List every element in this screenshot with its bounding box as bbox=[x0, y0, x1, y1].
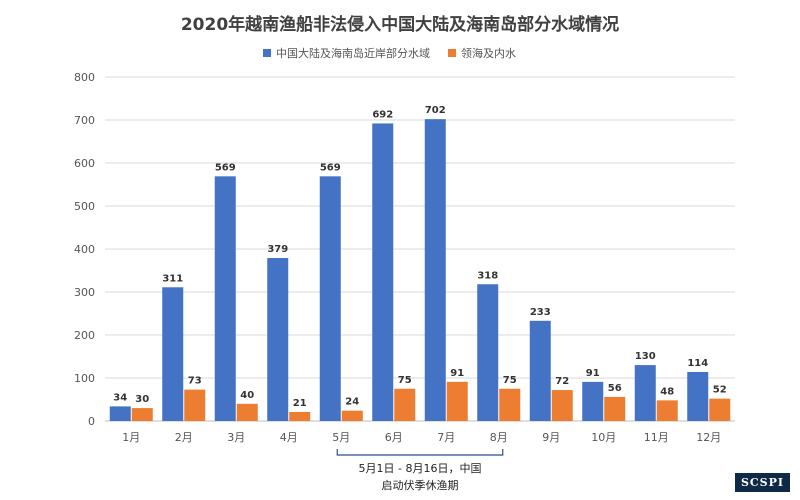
data-label: 40 bbox=[240, 390, 254, 401]
fishing-ban-annotation: 5月1日 - 8月16日，中国 启动伏季休渔期 bbox=[336, 449, 504, 492]
x-tick-label: 10月 bbox=[591, 431, 616, 444]
data-label: 21 bbox=[293, 398, 307, 409]
y-tick-label: 0 bbox=[88, 415, 95, 428]
legend-label: 领海及内水 bbox=[461, 46, 516, 60]
x-tick-label: 6月 bbox=[385, 431, 403, 444]
gridlines bbox=[105, 76, 735, 422]
bar-territorial-waters bbox=[131, 408, 153, 421]
annotation-line-1: 5月1日 - 8月16日，中国 bbox=[359, 462, 482, 475]
bar-territorial-waters bbox=[604, 396, 626, 421]
bar-territorial-waters bbox=[341, 410, 363, 421]
y-tick-label: 800 bbox=[74, 71, 95, 84]
data-label: 379 bbox=[267, 244, 288, 255]
bar-coastal-waters bbox=[267, 258, 289, 421]
x-tick-label: 11月 bbox=[644, 431, 669, 444]
data-label: 130 bbox=[635, 351, 656, 362]
data-label: 52 bbox=[713, 385, 727, 396]
x-tick-label: 1月 bbox=[122, 431, 140, 444]
x-tick-label: 9月 bbox=[542, 431, 560, 444]
data-label: 34 bbox=[113, 392, 127, 403]
scspi-logo: SCSPI bbox=[734, 473, 790, 492]
y-tick-label: 200 bbox=[74, 329, 95, 342]
data-label: 311 bbox=[162, 273, 183, 284]
bar-territorial-waters bbox=[394, 388, 416, 421]
y-tick-label: 500 bbox=[74, 200, 95, 213]
data-label: 91 bbox=[450, 368, 464, 379]
annotation-line-2: 启动伏季休渔期 bbox=[382, 478, 459, 492]
data-label: 56 bbox=[608, 383, 622, 394]
bar-coastal-waters bbox=[424, 119, 446, 421]
bar-territorial-waters bbox=[709, 398, 731, 421]
bar-coastal-waters bbox=[214, 176, 236, 421]
x-tick-label: 3月 bbox=[227, 431, 245, 444]
data-label: 73 bbox=[188, 376, 202, 387]
data-label: 702 bbox=[425, 105, 446, 116]
data-label: 72 bbox=[555, 376, 569, 387]
bar-territorial-waters bbox=[446, 381, 468, 421]
bar-territorial-waters bbox=[184, 389, 206, 421]
legend-swatch bbox=[448, 49, 456, 57]
data-label: 569 bbox=[215, 162, 236, 173]
x-tick-label: 12月 bbox=[696, 431, 721, 444]
bar-territorial-waters bbox=[499, 388, 521, 421]
data-label: 24 bbox=[345, 397, 359, 408]
y-tick-label: 400 bbox=[74, 243, 95, 256]
bars: 34 30 311 73 569 40 379 21 569 24 692 75 702 91 318 75 2… bbox=[109, 105, 731, 421]
bar-coastal-waters bbox=[687, 371, 709, 421]
x-tick-label: 5月 bbox=[332, 431, 350, 444]
legend-swatch bbox=[263, 49, 271, 57]
x-tick-label: 8月 bbox=[490, 431, 508, 444]
data-label: 48 bbox=[660, 386, 674, 397]
data-label: 75 bbox=[503, 375, 517, 386]
bar-coastal-waters bbox=[109, 406, 131, 421]
bar-coastal-waters bbox=[372, 123, 394, 421]
legend: 中国大陆及海南岛近岸部分水域 领海及内水 bbox=[263, 46, 516, 60]
data-label: 75 bbox=[398, 375, 412, 386]
legend-label: 中国大陆及海南岛近岸部分水域 bbox=[276, 46, 430, 60]
x-tick-label: 4月 bbox=[280, 431, 298, 444]
y-tick-label: 300 bbox=[74, 286, 95, 299]
bar-coastal-waters bbox=[529, 320, 551, 421]
data-label: 692 bbox=[372, 109, 393, 120]
bar-coastal-waters bbox=[319, 176, 341, 421]
y-tick-label: 700 bbox=[74, 114, 95, 127]
bar-coastal-waters bbox=[634, 365, 656, 421]
annotation-bracket bbox=[336, 449, 504, 456]
bar-coastal-waters bbox=[582, 381, 604, 421]
data-label: 30 bbox=[135, 394, 149, 405]
bar-territorial-waters bbox=[236, 403, 258, 421]
bar-coastal-waters bbox=[162, 287, 184, 421]
x-tick-label: 2月 bbox=[175, 431, 193, 444]
data-label: 114 bbox=[687, 358, 708, 369]
y-axis: 0 100 200 300 400 500 600 700 800 bbox=[74, 71, 95, 428]
bar-coastal-waters bbox=[477, 284, 499, 421]
chart-title: 2020年越南渔船非法侵入中国大陆及海南岛部分水域情况 bbox=[181, 14, 619, 35]
data-label: 569 bbox=[320, 162, 341, 173]
data-label: 91 bbox=[586, 368, 600, 379]
x-tick-label: 7月 bbox=[437, 431, 455, 444]
bar-territorial-waters bbox=[656, 400, 678, 421]
y-tick-label: 100 bbox=[74, 372, 95, 385]
data-label: 233 bbox=[530, 307, 551, 318]
x-axis: 1月 2月 3月 4月 5月 6月 7月 8月 9月 10月 11月 12月 bbox=[122, 431, 721, 444]
bar-territorial-waters bbox=[551, 390, 573, 421]
bar-territorial-waters bbox=[289, 411, 311, 421]
data-label: 318 bbox=[477, 270, 498, 281]
y-tick-label: 600 bbox=[74, 157, 95, 170]
